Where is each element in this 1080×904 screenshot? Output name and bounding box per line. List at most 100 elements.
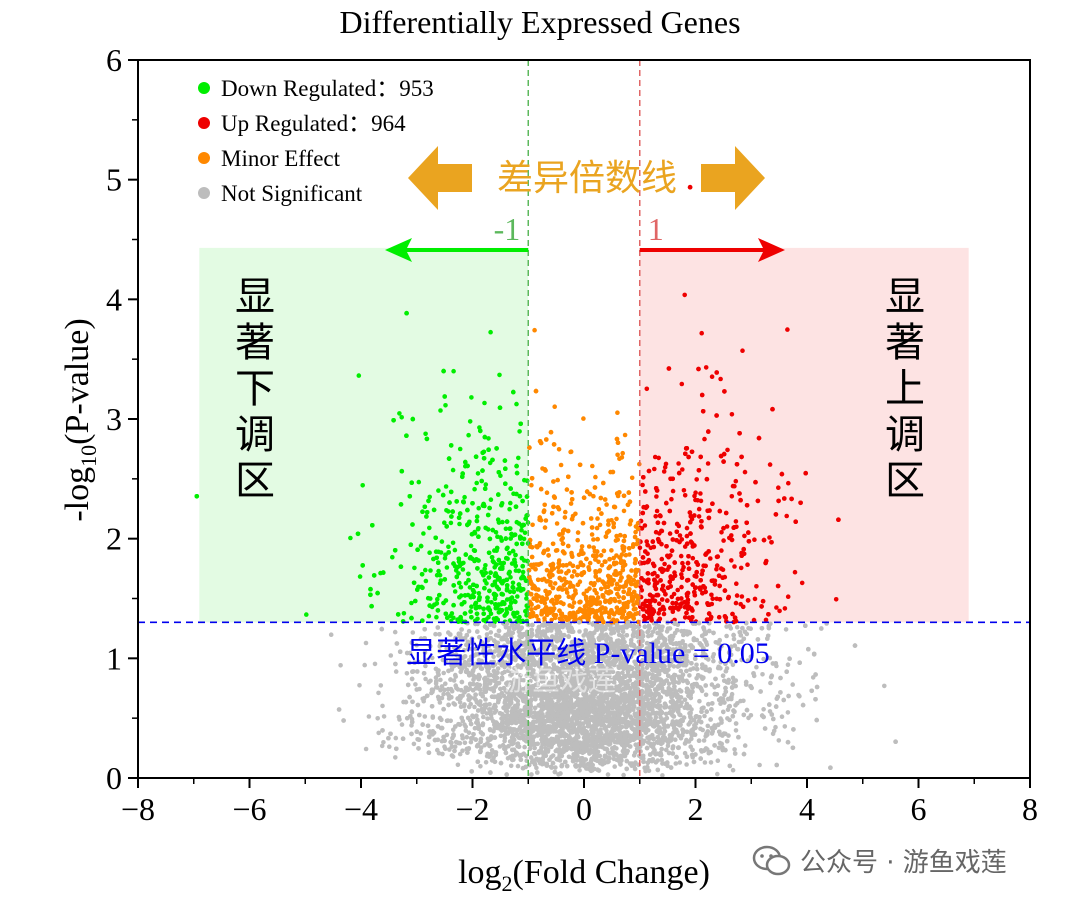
data-point: [451, 369, 456, 374]
data-point: [478, 764, 483, 769]
data-point: [734, 601, 739, 606]
data-point: [428, 568, 433, 573]
data-point: [702, 437, 707, 442]
data-point: [622, 509, 627, 514]
data-point: [599, 587, 604, 592]
data-point: [595, 516, 600, 521]
data-point: [718, 716, 723, 721]
data-point: [752, 537, 757, 542]
data-point: [715, 772, 720, 777]
data-point: [710, 374, 715, 379]
data-point: [529, 483, 534, 488]
data-point: [304, 612, 309, 617]
data-point: [697, 514, 702, 519]
data-point: [588, 561, 593, 566]
data-point: [427, 614, 432, 619]
data-point: [627, 552, 632, 557]
data-point: [662, 562, 667, 567]
data-point: [598, 523, 603, 528]
data-point: [456, 763, 461, 768]
data-point: [427, 495, 432, 500]
data-point: [441, 671, 446, 676]
data-point: [785, 327, 790, 332]
data-point: [376, 691, 381, 696]
data-point: [413, 682, 418, 687]
data-point: [800, 581, 805, 586]
data-point: [375, 716, 380, 721]
data-point: [580, 544, 585, 549]
data-point: [753, 597, 758, 602]
data-point: [609, 548, 614, 553]
data-point: [784, 514, 789, 519]
data-point: [743, 743, 748, 748]
data-point: [461, 567, 466, 572]
data-point: [734, 581, 739, 586]
data-point: [542, 503, 547, 508]
data-point: [560, 536, 565, 541]
data-point: [709, 593, 714, 598]
data-point: [450, 611, 455, 616]
data-point: [382, 714, 387, 719]
data-point: [721, 538, 726, 543]
data-point: [729, 533, 734, 538]
data-point: [702, 714, 707, 719]
data-point: [621, 773, 626, 778]
data-point: [676, 461, 681, 466]
data-point: [698, 491, 703, 496]
data-point: [703, 760, 708, 765]
data-point: [428, 596, 433, 601]
data-point: [472, 705, 477, 710]
data-point: [357, 373, 362, 378]
data-point: [508, 501, 513, 506]
data-point: [453, 744, 458, 749]
data-point: [655, 509, 660, 514]
data-point: [424, 579, 429, 584]
data-point: [472, 487, 477, 492]
data-point: [555, 478, 560, 483]
data-point: [734, 479, 739, 484]
data-point: [581, 416, 586, 421]
data-point: [754, 584, 759, 589]
data-point: [531, 715, 536, 720]
data-point: [451, 701, 456, 706]
data-point: [423, 568, 428, 573]
data-point: [362, 663, 367, 668]
data-point: [727, 624, 732, 629]
data-point: [615, 410, 620, 415]
data-point: [453, 589, 458, 594]
data-point: [719, 548, 724, 553]
data-point: [474, 481, 479, 486]
data-point: [412, 566, 417, 571]
data-point: [575, 538, 580, 543]
data-point: [598, 600, 603, 605]
data-point: [515, 587, 520, 592]
data-point: [734, 728, 739, 733]
data-point: [476, 471, 481, 476]
data-point: [489, 600, 494, 605]
data-point: [729, 558, 734, 563]
data-point: [475, 717, 480, 722]
data-point: [681, 565, 686, 570]
data-point: [600, 563, 605, 568]
data-point: [444, 484, 449, 489]
data-point: [784, 627, 789, 632]
data-point: [620, 455, 625, 460]
data-point: [411, 630, 416, 635]
data-point: [522, 745, 527, 750]
data-point: [577, 768, 582, 773]
data-point: [692, 494, 697, 499]
data-point: [652, 467, 657, 472]
data-point: [783, 606, 788, 611]
data-point: [609, 631, 614, 636]
data-point: [670, 595, 675, 600]
data-point: [497, 373, 502, 378]
data-point: [462, 495, 467, 500]
data-point: [683, 698, 688, 703]
data-point: [731, 768, 736, 773]
data-point: [786, 481, 791, 486]
data-point: [615, 592, 620, 597]
data-point: [409, 601, 414, 606]
data-point: [593, 475, 598, 480]
data-point: [394, 669, 399, 674]
